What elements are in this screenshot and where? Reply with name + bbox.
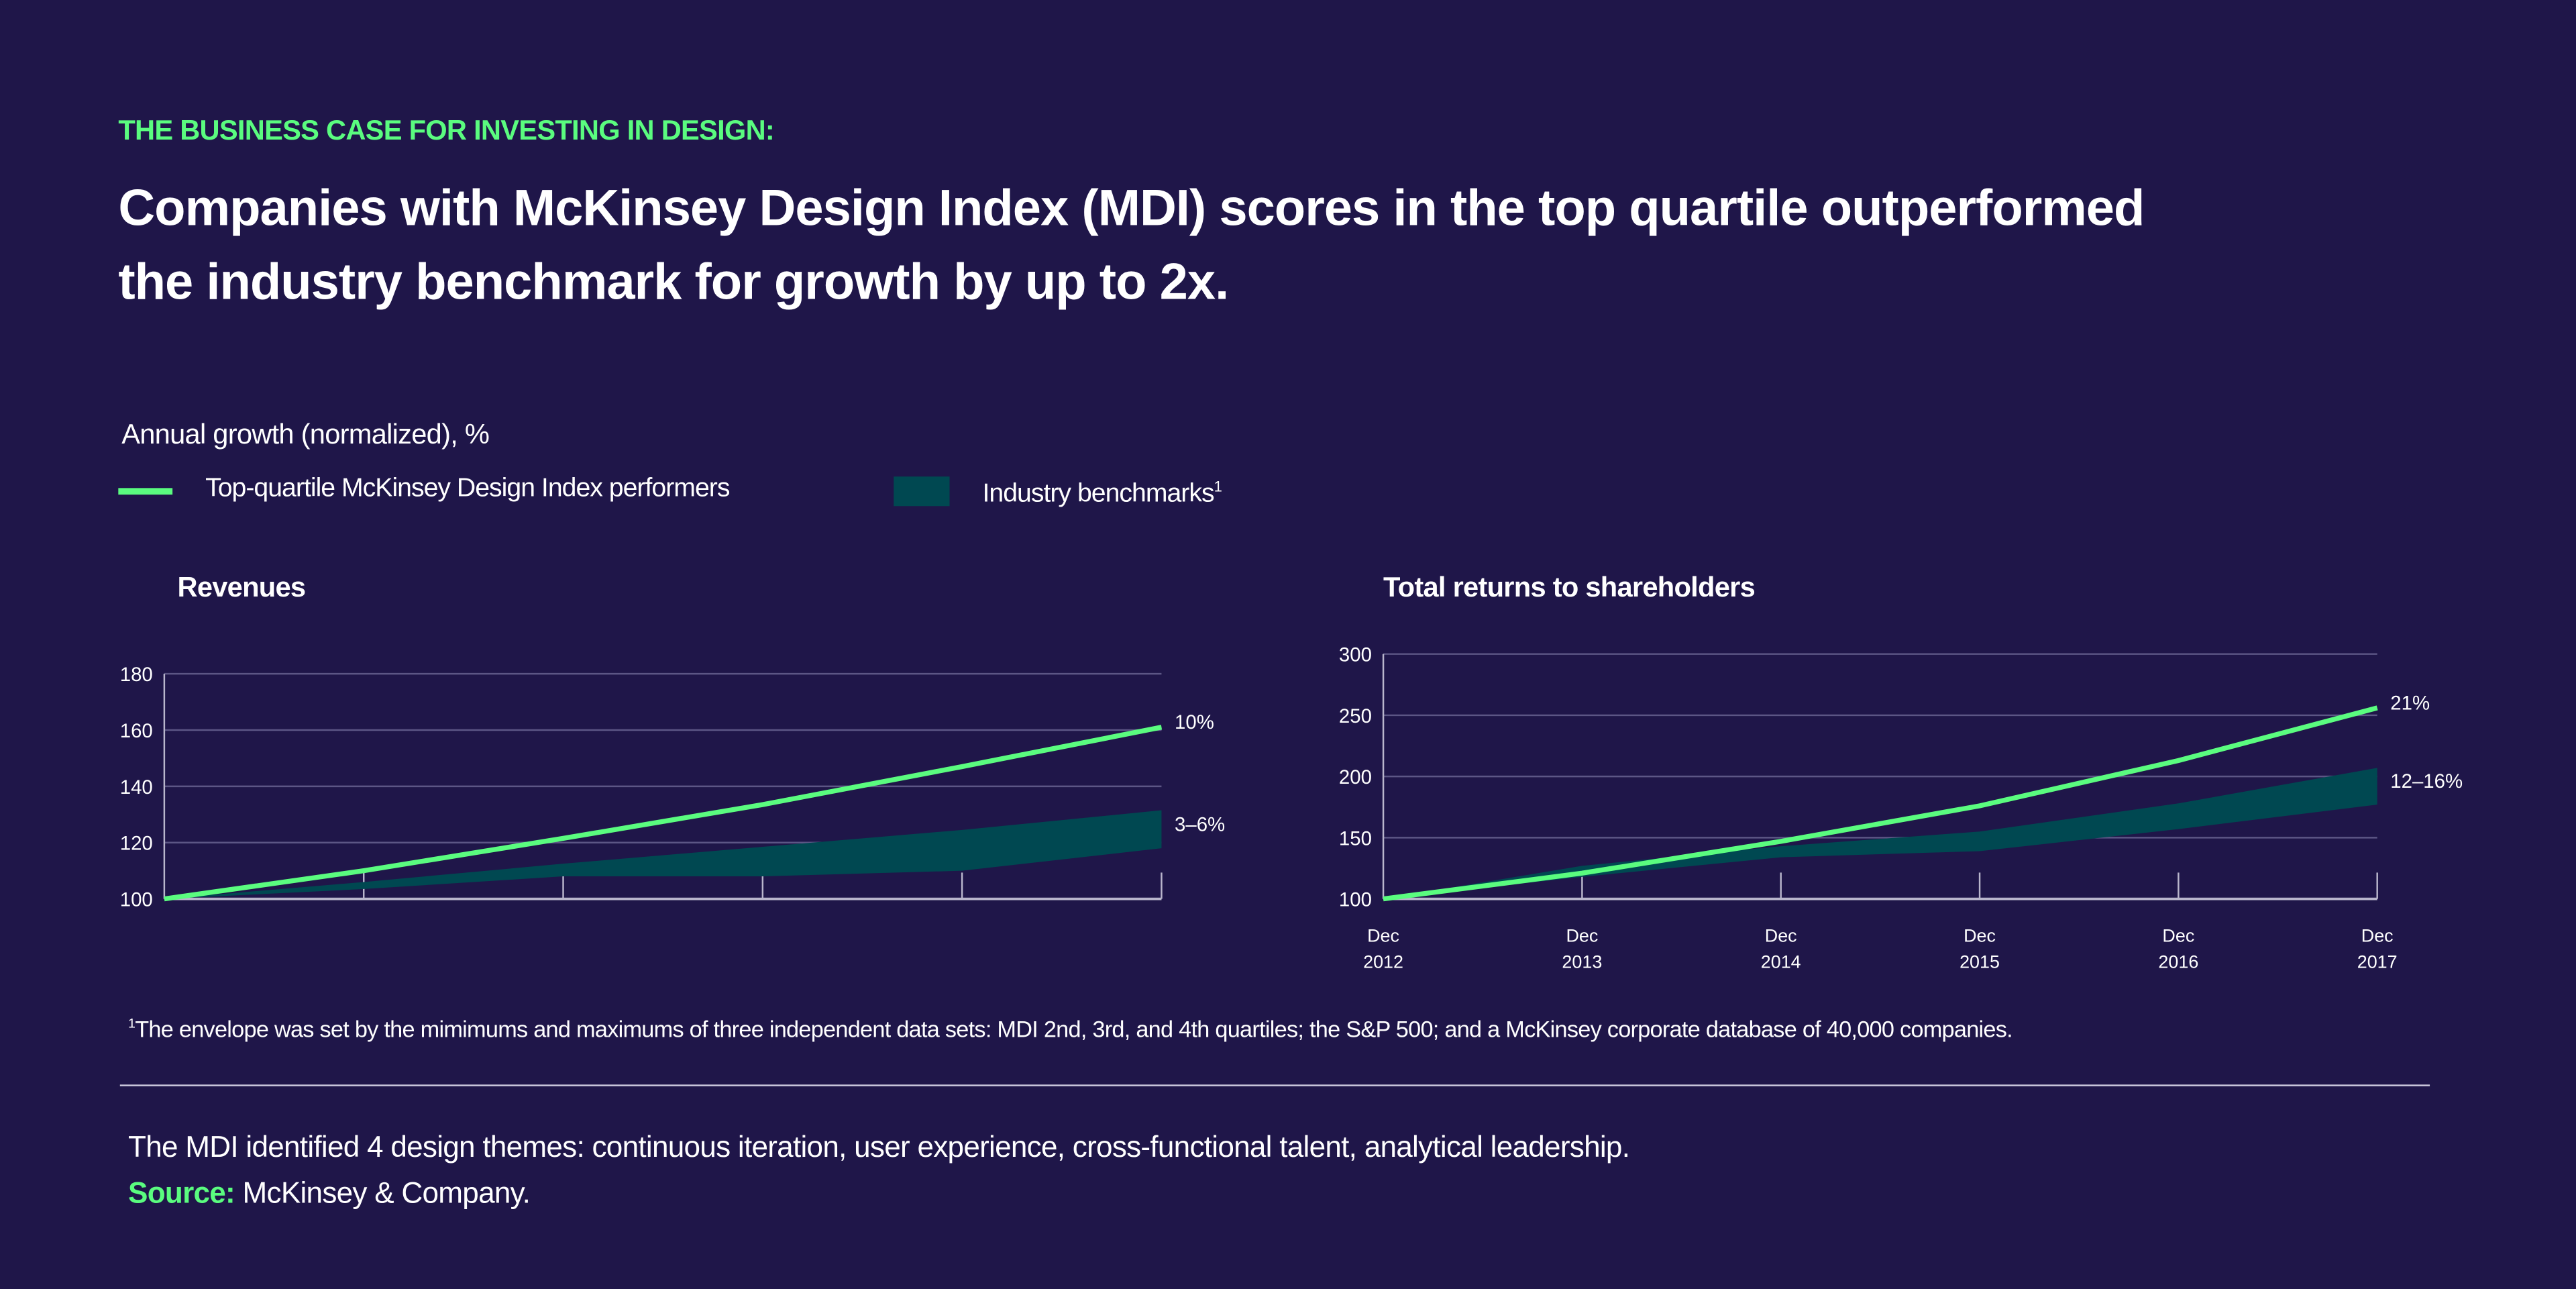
y-tick-label: 160 (120, 720, 153, 742)
y-tick-label: 150 (1339, 827, 1372, 849)
y-tick-label: 100 (1339, 889, 1372, 911)
legend-band-swatch (894, 476, 950, 507)
x-tick-label-year: 2013 (1562, 951, 1602, 972)
footnote-mark: 1 (1214, 478, 1222, 495)
y-tick-label: 250 (1339, 705, 1372, 727)
headline-line-2: the industry benchmark for growth by up … (118, 253, 1229, 311)
x-tick-label-month: Dec (1367, 925, 1399, 945)
revenues-chart: 100 120 140 160 180 10% 3–6% (120, 664, 1225, 911)
legend-band-text: Industry benchmarks (982, 480, 1215, 509)
x-tick-label-month: Dec (2162, 925, 2194, 945)
line-end-label: 10% (1175, 711, 1214, 733)
units-label: Annual growth (normalized), % (121, 419, 490, 451)
x-tick-label-year: 2015 (1960, 951, 2000, 972)
legend-band-label: Industry benchmarks1 (983, 478, 1222, 510)
revenues-chart-title: Revenues (177, 572, 306, 603)
footnote-mark: 1 (128, 1016, 136, 1031)
y-tick-label: 200 (1339, 766, 1372, 788)
top-quartile-line (1383, 705, 2378, 902)
headline: Companies with McKinsey Design Index (MD… (118, 171, 2145, 319)
x-tick-label-month: Dec (1964, 925, 1996, 945)
x-tick-label-year: 2016 (2158, 951, 2198, 972)
x-tick-label-year: 2014 (1761, 951, 1801, 972)
source-label: Source: (128, 1176, 235, 1210)
footnote-text: The envelope was set by the mimimums and… (135, 1015, 2013, 1042)
x-tick-label-month: Dec (1566, 925, 1598, 945)
top-quartile-line (164, 725, 1163, 902)
source-line: Source: McKinsey & Company. (128, 1176, 531, 1210)
line-end-label: 21% (2390, 692, 2430, 714)
x-tick-label-month: Dec (2361, 925, 2394, 945)
headline-line-1: Companies with McKinsey Design Index (MD… (118, 178, 2145, 237)
band-end-label: 3–6% (1175, 813, 1225, 835)
y-tick-label: 120 (120, 833, 153, 855)
y-tick-label: 180 (120, 664, 153, 686)
industry-benchmark-band (164, 810, 1162, 899)
x-tick-label-year: 2012 (1363, 951, 1403, 972)
x-tick-label-year: 2017 (2357, 951, 2398, 972)
legend-line-label: Top-quartile McKinsey Design Index perfo… (205, 474, 730, 503)
footnote: 1The envelope was set by the mimimums an… (128, 1015, 2013, 1042)
y-tick-label: 300 (1339, 644, 1372, 666)
themes-text: The MDI identified 4 design themes: cont… (128, 1130, 1630, 1164)
legend-line-swatch (118, 488, 173, 495)
band-end-label: 12–16% (2390, 770, 2463, 792)
divider (119, 1084, 2430, 1086)
x-tick-label-month: Dec (1765, 925, 1797, 945)
y-tick-label: 140 (120, 776, 153, 798)
source-text: McKinsey & Company. (242, 1176, 531, 1210)
tsr-chart: 100 150 200 250 300 21% 12–16% Dec 2012 Dec 2013 De… (1339, 644, 2463, 972)
y-tick-label: 100 (120, 889, 153, 911)
kicker: THE BUSINESS CASE FOR INVESTING IN DESIG… (118, 115, 775, 146)
tsr-chart-title: Total returns to shareholders (1383, 572, 1756, 603)
